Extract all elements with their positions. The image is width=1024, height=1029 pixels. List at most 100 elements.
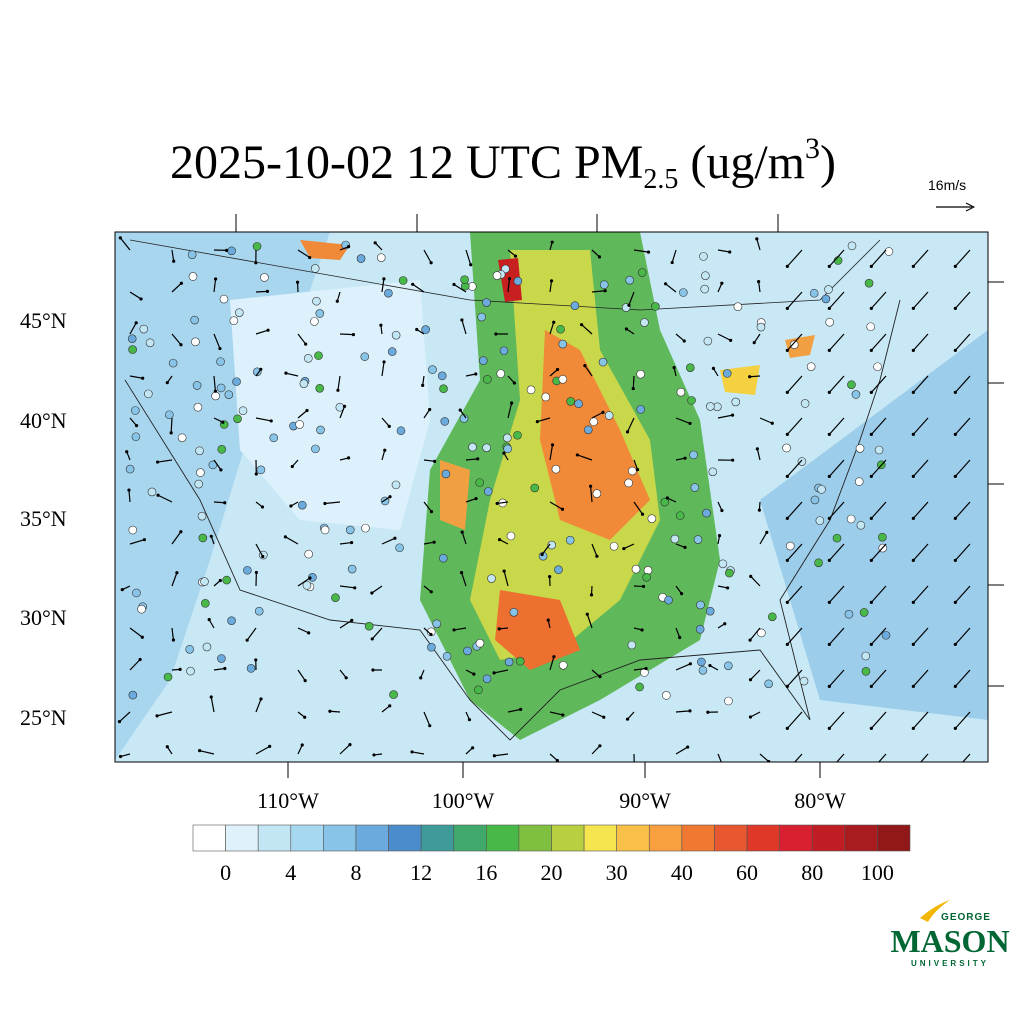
wind-arrow-head bbox=[125, 450, 128, 453]
wind-arrow bbox=[256, 291, 267, 292]
station bbox=[478, 313, 486, 321]
wind-arrow-head bbox=[828, 475, 831, 478]
station bbox=[818, 485, 826, 493]
wind-arrow-head bbox=[218, 347, 221, 350]
wind-arrow-head bbox=[828, 685, 831, 688]
wind-arrow-head bbox=[179, 343, 182, 346]
station bbox=[732, 398, 740, 406]
station bbox=[217, 358, 225, 366]
colorbar-box bbox=[486, 825, 519, 851]
wind-arrow-head bbox=[912, 391, 915, 394]
station bbox=[855, 478, 863, 486]
wind-arrow-head bbox=[678, 636, 681, 639]
wind-arrow-head bbox=[912, 517, 915, 520]
colorbar-box bbox=[649, 825, 682, 851]
station bbox=[217, 655, 225, 663]
wind-arrow-head bbox=[468, 718, 471, 721]
lat-label: 25°N bbox=[20, 705, 67, 730]
wind-arrow-head bbox=[551, 443, 554, 446]
wind-arrow-head bbox=[712, 367, 715, 370]
station bbox=[474, 686, 482, 694]
station bbox=[316, 426, 324, 434]
station bbox=[505, 658, 513, 666]
station bbox=[300, 380, 308, 388]
wind-arrow-head bbox=[954, 349, 957, 352]
station bbox=[847, 381, 855, 389]
wind-arrow-head bbox=[382, 277, 385, 280]
wind-arrow-head bbox=[393, 537, 396, 540]
wind-arrow-head bbox=[382, 360, 385, 363]
station bbox=[196, 447, 204, 455]
colorbar-box bbox=[226, 825, 259, 851]
wind-arrow-head bbox=[172, 638, 175, 641]
station bbox=[826, 318, 834, 326]
station bbox=[191, 316, 199, 324]
wind-arrow-head bbox=[461, 531, 464, 534]
wind-arrow-head bbox=[296, 281, 299, 284]
wind-arrow-head bbox=[139, 658, 142, 661]
wind-arrow-head bbox=[156, 494, 159, 497]
station bbox=[148, 488, 156, 496]
station bbox=[643, 573, 651, 581]
wind-arrow-head bbox=[141, 377, 144, 380]
station bbox=[203, 643, 211, 651]
station bbox=[233, 378, 241, 386]
wind-arrow-head bbox=[474, 497, 477, 500]
station bbox=[169, 359, 177, 367]
colorbar-box bbox=[454, 825, 487, 851]
wind-arrow-head bbox=[266, 329, 269, 332]
station bbox=[316, 309, 324, 317]
wind-arrow-head bbox=[259, 697, 262, 700]
wind-arrow-head bbox=[552, 321, 555, 324]
wind-arrow-head bbox=[268, 745, 271, 748]
wind-arrow-head bbox=[388, 425, 391, 428]
wind-arrow-head bbox=[641, 513, 644, 516]
wind-arrow-head bbox=[765, 531, 768, 534]
station bbox=[316, 384, 324, 392]
station bbox=[186, 645, 194, 653]
station bbox=[220, 295, 228, 303]
wind-arrow-head bbox=[870, 559, 873, 562]
station bbox=[188, 251, 196, 259]
station bbox=[361, 353, 369, 361]
wind-arrow-head bbox=[604, 289, 607, 292]
wind-arrow-head bbox=[786, 265, 789, 268]
wind-arrow-head bbox=[430, 510, 433, 513]
station bbox=[531, 484, 539, 492]
wind-arrow-head bbox=[388, 495, 391, 498]
wind-arrow-head bbox=[753, 341, 756, 344]
colorbar-box bbox=[584, 825, 617, 851]
station bbox=[193, 381, 201, 389]
station bbox=[346, 526, 354, 534]
station bbox=[875, 446, 883, 454]
wind-arrow-head bbox=[688, 709, 691, 712]
wind-arrow-head bbox=[912, 307, 915, 310]
wind-arrow-head bbox=[954, 517, 957, 520]
wind-arrow-head bbox=[590, 593, 593, 596]
wind-arrow-head bbox=[758, 509, 761, 512]
station bbox=[384, 289, 392, 297]
station bbox=[662, 691, 670, 699]
wind-arrow-head bbox=[336, 300, 339, 303]
wind-arrow-head bbox=[323, 502, 326, 505]
wind-arrow-head bbox=[626, 718, 629, 721]
vector-reference: 16m/s bbox=[928, 177, 966, 193]
station bbox=[388, 348, 396, 356]
wind-arrow-head bbox=[583, 364, 586, 367]
wind-arrow-head bbox=[954, 685, 957, 688]
station bbox=[636, 683, 644, 691]
station bbox=[315, 352, 323, 360]
station bbox=[599, 358, 607, 366]
wind-arrow-head bbox=[598, 255, 601, 258]
station bbox=[559, 340, 567, 348]
station bbox=[165, 411, 173, 419]
station bbox=[815, 559, 823, 567]
station bbox=[132, 589, 140, 597]
wind-arrow-head bbox=[731, 414, 734, 417]
wind-arrow-head bbox=[141, 636, 144, 639]
wind-arrow-head bbox=[119, 236, 122, 239]
wind-arrow-head bbox=[954, 727, 957, 730]
station bbox=[857, 521, 865, 529]
wind-arrow-head bbox=[954, 307, 957, 310]
wind-arrow-head bbox=[954, 265, 957, 268]
